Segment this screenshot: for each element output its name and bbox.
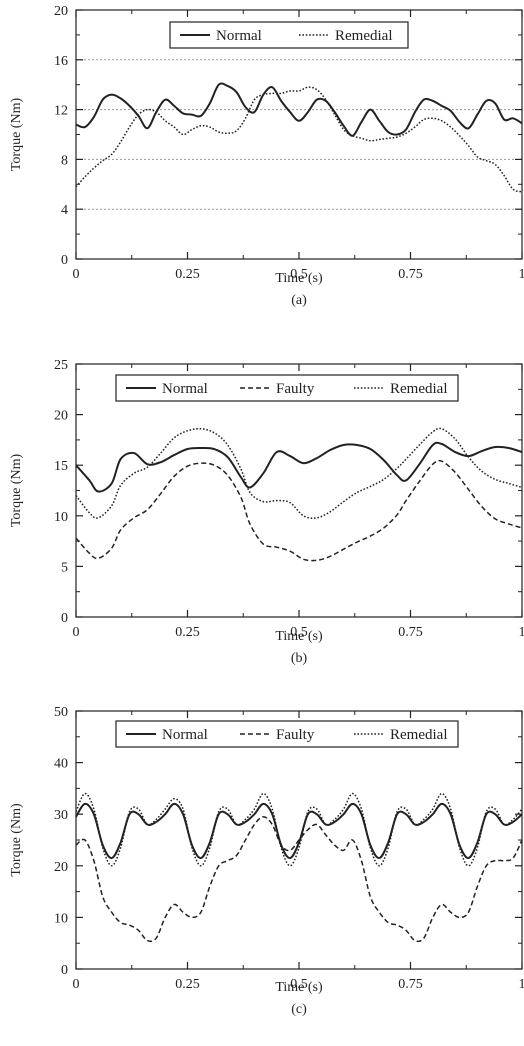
plot-frame — [75, 363, 523, 618]
x-tick-label: 0.5 — [290, 267, 308, 282]
y-tick-label: 40 — [54, 757, 68, 772]
chart-panel-1: 0 4 8 12 16 20 0 0.25 0.5 0.75 1 Normal Remedial Torq… — [9, 4, 524, 308]
x-tick-label: 0.5 — [290, 977, 308, 992]
x-axis-label: Time (s) — [275, 629, 323, 644]
x-tick-label: 1 — [519, 625, 524, 640]
series-line-faulty — [75, 459, 523, 562]
y-tick-label: 10 — [54, 911, 68, 926]
x-tick-label: 0 — [73, 625, 80, 640]
series-line-normal — [75, 82, 523, 137]
y-axis-label: Torque (Nm) — [9, 803, 24, 877]
panel-caption: (c) — [291, 1002, 307, 1017]
y-tick-label: 30 — [54, 808, 68, 823]
series-line-normal — [75, 441, 523, 493]
x-axis-label: Time (s) — [275, 980, 323, 995]
legend-label-normal: Normal — [162, 727, 208, 743]
y-tick-label: 0 — [61, 253, 68, 268]
series-line-remedial — [75, 427, 523, 519]
series-line-remedial — [75, 86, 523, 193]
legend-box — [115, 374, 459, 402]
y-tick-label: 0 — [61, 963, 68, 978]
legend-label-faulty: Faulty — [276, 381, 315, 397]
legend-label-normal: Normal — [162, 381, 208, 397]
y-tick-label: 12 — [54, 104, 68, 119]
series-line-faulty — [75, 816, 523, 943]
x-tick-label: 0.75 — [398, 625, 423, 640]
legend-label-remedial: Remedial — [390, 727, 447, 743]
x-tick-label: 0 — [73, 267, 80, 282]
x-tick-label: 0.25 — [175, 267, 200, 282]
x-tick-label: 0 — [73, 977, 80, 992]
y-axis-label: Torque (Nm) — [9, 454, 24, 528]
legend-label-normal: Normal — [216, 28, 262, 44]
y-tick-label: 16 — [54, 54, 68, 69]
x-tick-label: 0.25 — [175, 977, 200, 992]
panel-caption: (b) — [291, 651, 308, 666]
legend-label-remedial: Remedial — [335, 28, 392, 44]
y-tick-label: 4 — [61, 203, 68, 218]
y-tick-label: 0 — [61, 611, 68, 626]
y-tick-label: 20 — [54, 860, 68, 875]
x-axis-label: Time (s) — [275, 271, 323, 286]
y-tick-label: 25 — [54, 358, 68, 373]
y-tick-label: 8 — [61, 153, 68, 168]
legend-box — [115, 720, 459, 748]
chart-panel-2: 0 5 10 15 20 25 0 0.25 0.5 0.75 1 Normal Faulty Remed… — [9, 358, 524, 666]
x-tick-label: 0.25 — [175, 625, 200, 640]
x-tick-label: 1 — [519, 267, 524, 282]
y-axis-label: Torque (Nm) — [9, 98, 24, 172]
y-tick-label: 10 — [54, 510, 68, 525]
y-tick-label: 15 — [54, 459, 68, 474]
legend-label-faulty: Faulty — [276, 727, 315, 743]
x-tick-label: 0.5 — [290, 625, 308, 640]
y-tick-label: 20 — [54, 409, 68, 424]
legend-label-remedial: Remedial — [390, 381, 447, 397]
x-tick-label: 0.75 — [398, 267, 423, 282]
y-tick-label: 5 — [61, 560, 68, 575]
y-tick-label: 50 — [54, 705, 68, 720]
chart-panel-3: 0 10 20 30 40 50 0 0.25 0.5 0.75 1 Normal Faulty Reme… — [9, 705, 524, 1017]
series-line-normal — [75, 802, 523, 860]
panel-caption: (a) — [291, 293, 307, 308]
x-tick-label: 1 — [519, 977, 524, 992]
y-tick-label: 20 — [54, 4, 68, 19]
x-tick-label: 0.75 — [398, 977, 423, 992]
